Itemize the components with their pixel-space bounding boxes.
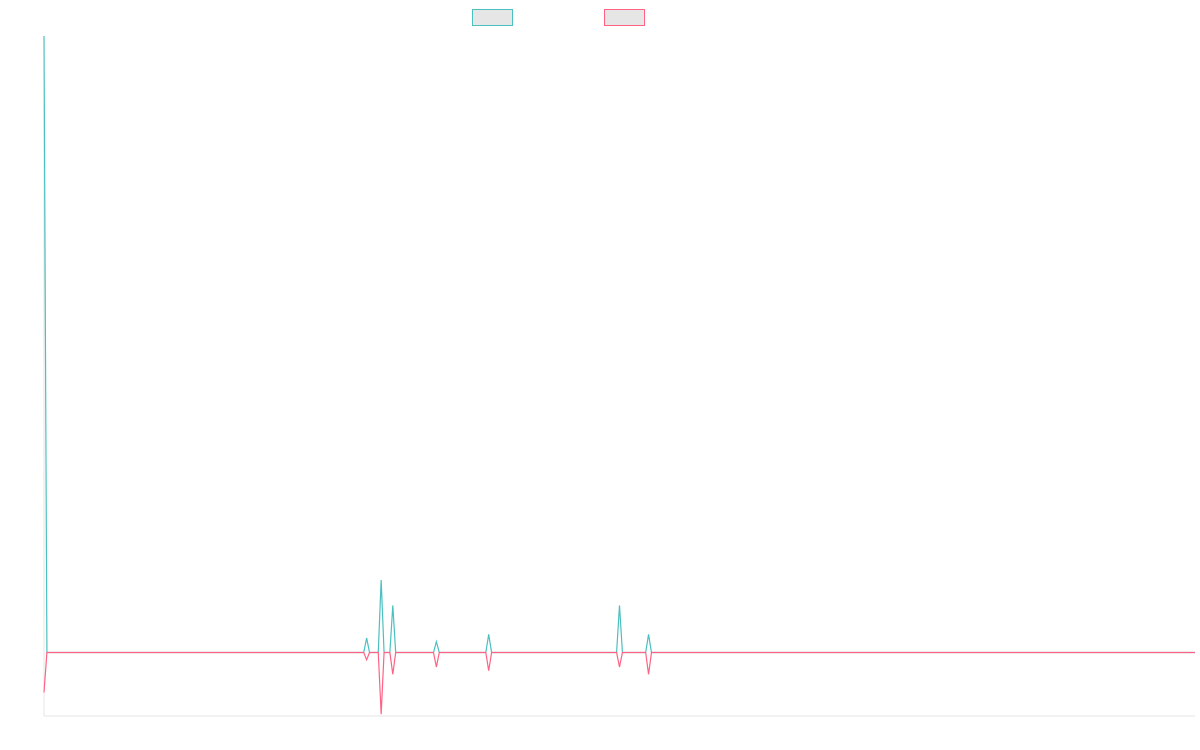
series-line-2 [43, 651, 1195, 715]
series-line-1 [43, 35, 1195, 654]
legend-swatch-1[interactable] [472, 9, 513, 26]
legend-swatch-2[interactable] [604, 9, 645, 26]
